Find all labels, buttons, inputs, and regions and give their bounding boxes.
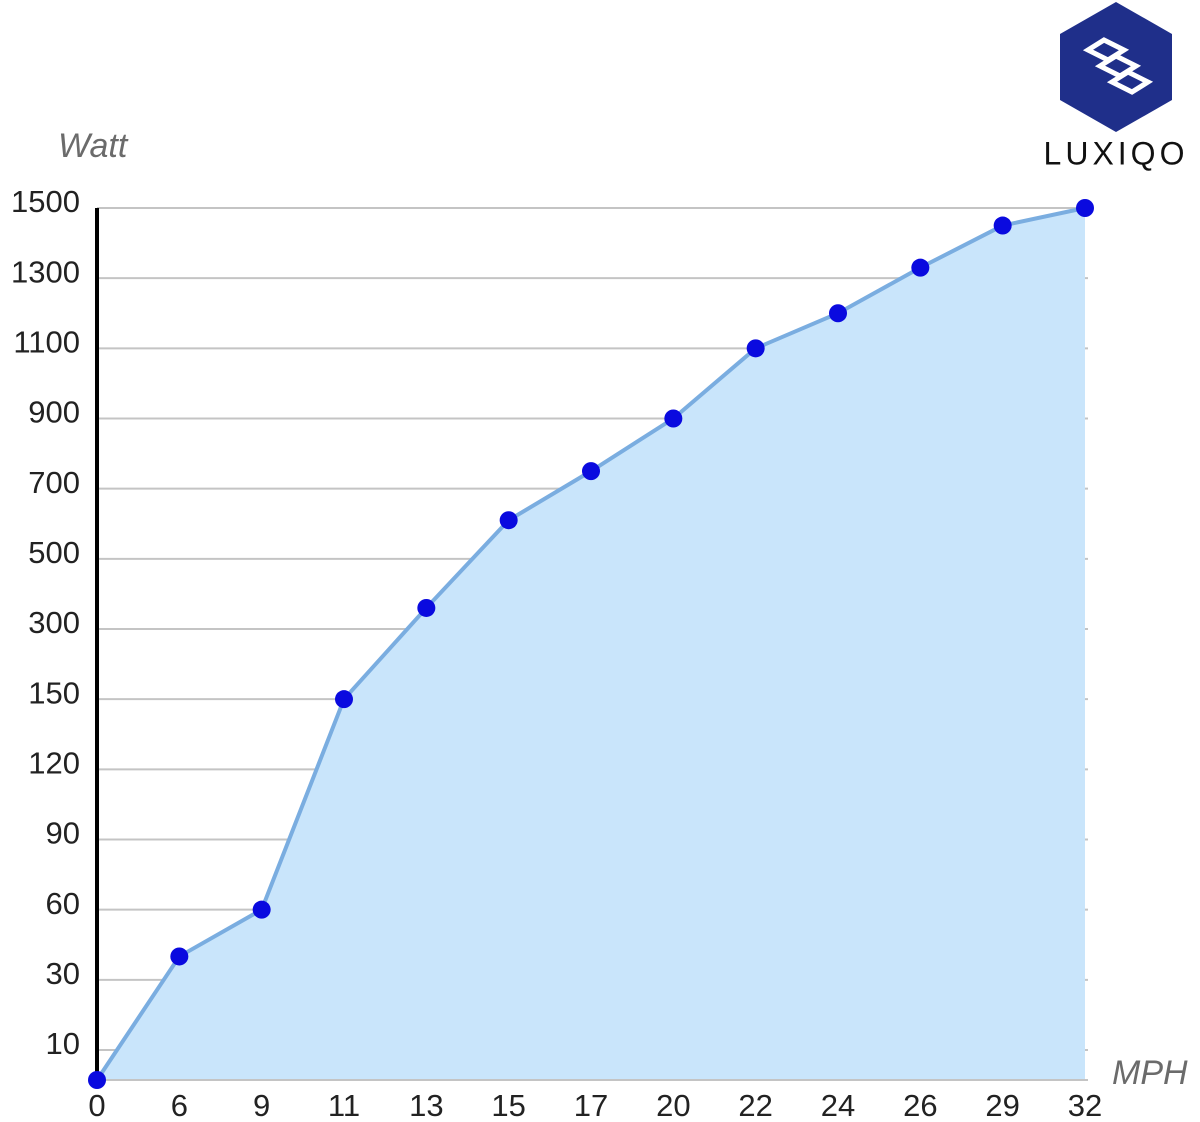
data-point <box>829 304 847 323</box>
data-point <box>252 900 271 919</box>
logo-hexagon <box>1060 2 1172 132</box>
x-tick-label: 11 <box>328 1088 360 1122</box>
x-tick-label: 9 <box>253 1088 270 1122</box>
y-tick-label: 1100 <box>13 325 80 360</box>
x-tick-label: 24 <box>821 1088 855 1122</box>
y-tick-label: 150 <box>28 675 80 710</box>
data-point <box>664 409 683 428</box>
y-tick-label: 120 <box>28 746 80 781</box>
x-tick-label: 20 <box>656 1088 690 1122</box>
data-point <box>170 947 189 966</box>
x-tick-label: 17 <box>574 1088 608 1122</box>
x-tick-label: 6 <box>171 1088 188 1122</box>
data-point <box>911 258 930 277</box>
logo: LUXIQO <box>1044 2 1189 171</box>
data-point <box>499 511 518 530</box>
y-tick-label: 900 <box>28 395 80 430</box>
area-fill <box>97 208 1085 1080</box>
y-tick-label: 300 <box>28 605 80 640</box>
y-tick-label: 700 <box>28 465 80 500</box>
logo-icon <box>1082 37 1154 95</box>
data-point <box>582 462 600 481</box>
y-tick-label: 500 <box>28 535 80 570</box>
y-tick-label: 90 <box>46 816 80 851</box>
x-tick-label: 0 <box>88 1088 105 1122</box>
y-tick-label: 10 <box>46 1026 80 1061</box>
y-tick-label: 1500 <box>11 184 80 219</box>
data-point <box>88 1071 106 1089</box>
y-tick-label: 60 <box>46 886 80 921</box>
x-tick-label: 29 <box>985 1088 1019 1122</box>
x-tick-label: 22 <box>738 1088 772 1122</box>
x-tick-label: 26 <box>903 1088 937 1122</box>
data-point <box>335 690 353 709</box>
x-tick-label: 13 <box>409 1088 443 1122</box>
y-tick-label: 30 <box>46 956 80 991</box>
y-axis-title: Watt <box>58 127 129 165</box>
x-tick-label: 32 <box>1068 1088 1102 1122</box>
data-point <box>746 339 765 358</box>
data-point <box>417 598 436 617</box>
x-tick-label: 15 <box>491 1088 525 1122</box>
data-point <box>993 216 1012 235</box>
data-point <box>1076 199 1094 217</box>
logo-text: LUXIQO <box>1044 135 1189 171</box>
x-axis-title: MPH <box>1112 1054 1188 1092</box>
y-tick-label: 1300 <box>11 254 80 289</box>
